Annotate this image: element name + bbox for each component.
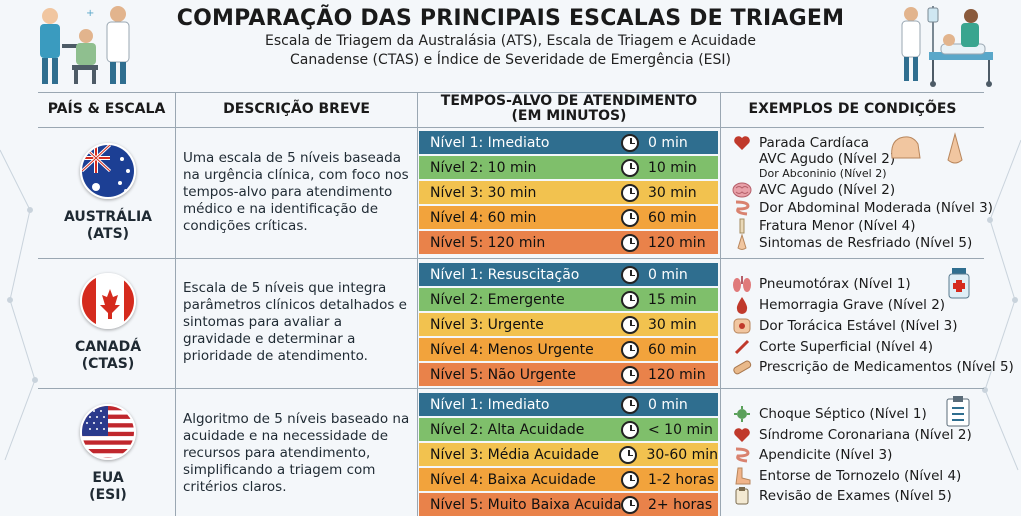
example-item: AVC Agudo (Nível 2)	[759, 150, 896, 167]
column-divider	[175, 92, 176, 516]
example-item: AVC Agudo (Nível 2)	[731, 180, 895, 199]
column-divider	[417, 92, 418, 516]
example-item: Pneumotórax (Nível 1)	[731, 274, 911, 293]
clock-icon	[621, 133, 639, 152]
example-item: Choque Séptico (Nível 1)	[731, 404, 927, 423]
foot-icon	[731, 467, 753, 485]
country-name: EUA (ESI)	[89, 470, 127, 503]
scale-description: Escala de 5 níveis que integra parâmetro…	[183, 280, 407, 364]
canada-flag-icon	[80, 273, 136, 329]
level-bar: Nível 4: Menos Urgente 60 min	[419, 338, 718, 361]
clock-icon	[621, 420, 639, 439]
example-item: Fratura Menor (Nível 4)	[731, 216, 916, 235]
svg-text:+: +	[86, 8, 94, 19]
hospital-bed-illustration	[901, 6, 993, 87]
level-bar: Nível 2: Emergente 15 min	[419, 288, 718, 311]
intestine-icon	[731, 446, 753, 464]
level-bar: Nível 1: Resuscitação 0 min	[419, 263, 718, 286]
example-item: Apendicite (Nível 3)	[731, 445, 892, 464]
lungs-icon	[731, 275, 753, 293]
row-divider	[38, 258, 984, 259]
chest-icon	[731, 317, 753, 335]
column-header-times: TEMPOS-ALVO DE ATENDIMENTO (EM MINUTOS)	[440, 93, 698, 124]
usa-flag-icon	[80, 404, 136, 460]
level-bar: Nível 4: 60 min 60 min	[419, 206, 718, 229]
example-item: Sintomas de Resfriado (Nível 5)	[731, 233, 972, 252]
example-item: Corte Superficial (Nível 4)	[731, 337, 933, 356]
level-bar: Nível 3: Média Acuidade 30-60 min	[419, 443, 718, 466]
heart-icon	[731, 134, 753, 152]
scale-description: Uma escala de 5 níveis baseada na urgênc…	[183, 150, 409, 234]
column-divider	[720, 92, 721, 516]
bandage-icon	[731, 358, 753, 376]
example-item: Dor Abconinio (Nível 2)	[759, 167, 887, 180]
country-name: CANADÁ (CTAS)	[74, 339, 142, 372]
clock-icon	[619, 445, 638, 464]
clock-icon	[621, 183, 639, 202]
bone-icon	[731, 217, 753, 235]
checklist-icon	[946, 396, 970, 427]
level-bar: Nível 1: Imediato 0 min	[419, 131, 718, 154]
clock-icon	[621, 208, 639, 227]
example-item: Prescrição de Medicamentos (Nível 5)	[731, 357, 1014, 376]
nose-icon	[947, 132, 963, 164]
medical-staff-illustration: +	[40, 6, 130, 84]
example-item: Parada Cardíaca	[731, 133, 869, 152]
page-subtitle: Escala de Triagem da Australásia (ATS), …	[265, 33, 756, 68]
level-bar: Nível 1: Imediato 0 min	[419, 393, 718, 416]
example-item: Dor Abdominal Moderada (Nível 3)	[731, 198, 993, 217]
header-rule	[38, 127, 984, 128]
blood-drop-icon	[731, 296, 753, 314]
nose-icon	[731, 233, 753, 252]
clock-icon	[621, 158, 639, 177]
column-header-examples: EXEMPLOS DE CONDIÇÕES	[748, 100, 957, 117]
example-item: Hemorragia Grave (Nível 2)	[731, 295, 945, 314]
level-bar: Nível 2: 10 min 10 min	[419, 156, 718, 179]
scale-description: Algoritmo de 5 níveis baseado na acuidad…	[183, 411, 410, 495]
example-item: Revisão de Exames (Nível 5)	[731, 486, 952, 505]
level-bar: Nível 3: Urgente 30 min	[419, 313, 718, 336]
intestine-icon	[731, 199, 753, 217]
clock-icon	[621, 340, 639, 359]
level-bar: Nível 2: Alta Acuidade < 10 min	[419, 418, 718, 441]
scalpel-icon	[731, 338, 753, 356]
level-bar: Nível 5: Muito Baixa Acuidade 2+ horas	[419, 493, 718, 516]
clock-icon	[621, 315, 639, 334]
country-cell-australia: AUSTRÁLIA (ATS)	[38, 143, 178, 243]
column-header-country: PAÍS & ESCALA	[47, 100, 166, 117]
clock-icon	[621, 233, 639, 252]
example-item: Síndrome Coronariana (Nível 2)	[731, 425, 972, 444]
heart-icon	[731, 426, 753, 444]
table-top-rule	[38, 92, 984, 93]
virus-icon	[731, 405, 753, 423]
clock-icon	[621, 395, 639, 414]
hand-icon	[891, 136, 921, 159]
row-divider	[38, 388, 984, 389]
clock-icon	[621, 495, 639, 514]
medicine-bottle-icon	[948, 268, 970, 299]
page-title: COMPARAÇÃO DAS PRINCIPAIS ESCALAS DE TRI…	[176, 6, 845, 31]
country-name: AUSTRÁLIA (ATS)	[64, 209, 152, 242]
clock-icon	[621, 290, 639, 309]
country-cell-usa: EUA (ESI)	[38, 404, 178, 504]
clock-icon	[621, 365, 639, 384]
example-item: Dor Torácica Estável (Nível 3)	[731, 316, 957, 335]
country-cell-canada: CANADÁ (CTAS)	[38, 273, 178, 373]
column-header-description: DESCRIÇÃO BREVE	[223, 100, 370, 117]
level-bar: Nível 5: 120 min 120 min	[419, 231, 718, 254]
level-bar: Nível 3: 30 min 30 min	[419, 181, 718, 204]
clipboard-icon	[731, 486, 753, 505]
clock-icon	[621, 265, 639, 284]
example-item: Entorse de Tornozelo (Nível 4)	[731, 466, 961, 485]
clock-icon	[621, 470, 639, 489]
australia-flag-icon	[80, 143, 136, 199]
level-bar: Nível 4: Baixa Acuidade 1-2 horas	[419, 468, 718, 491]
level-bar: Nível 5: Não Urgente 120 min	[419, 363, 718, 386]
brain-icon	[731, 181, 753, 199]
